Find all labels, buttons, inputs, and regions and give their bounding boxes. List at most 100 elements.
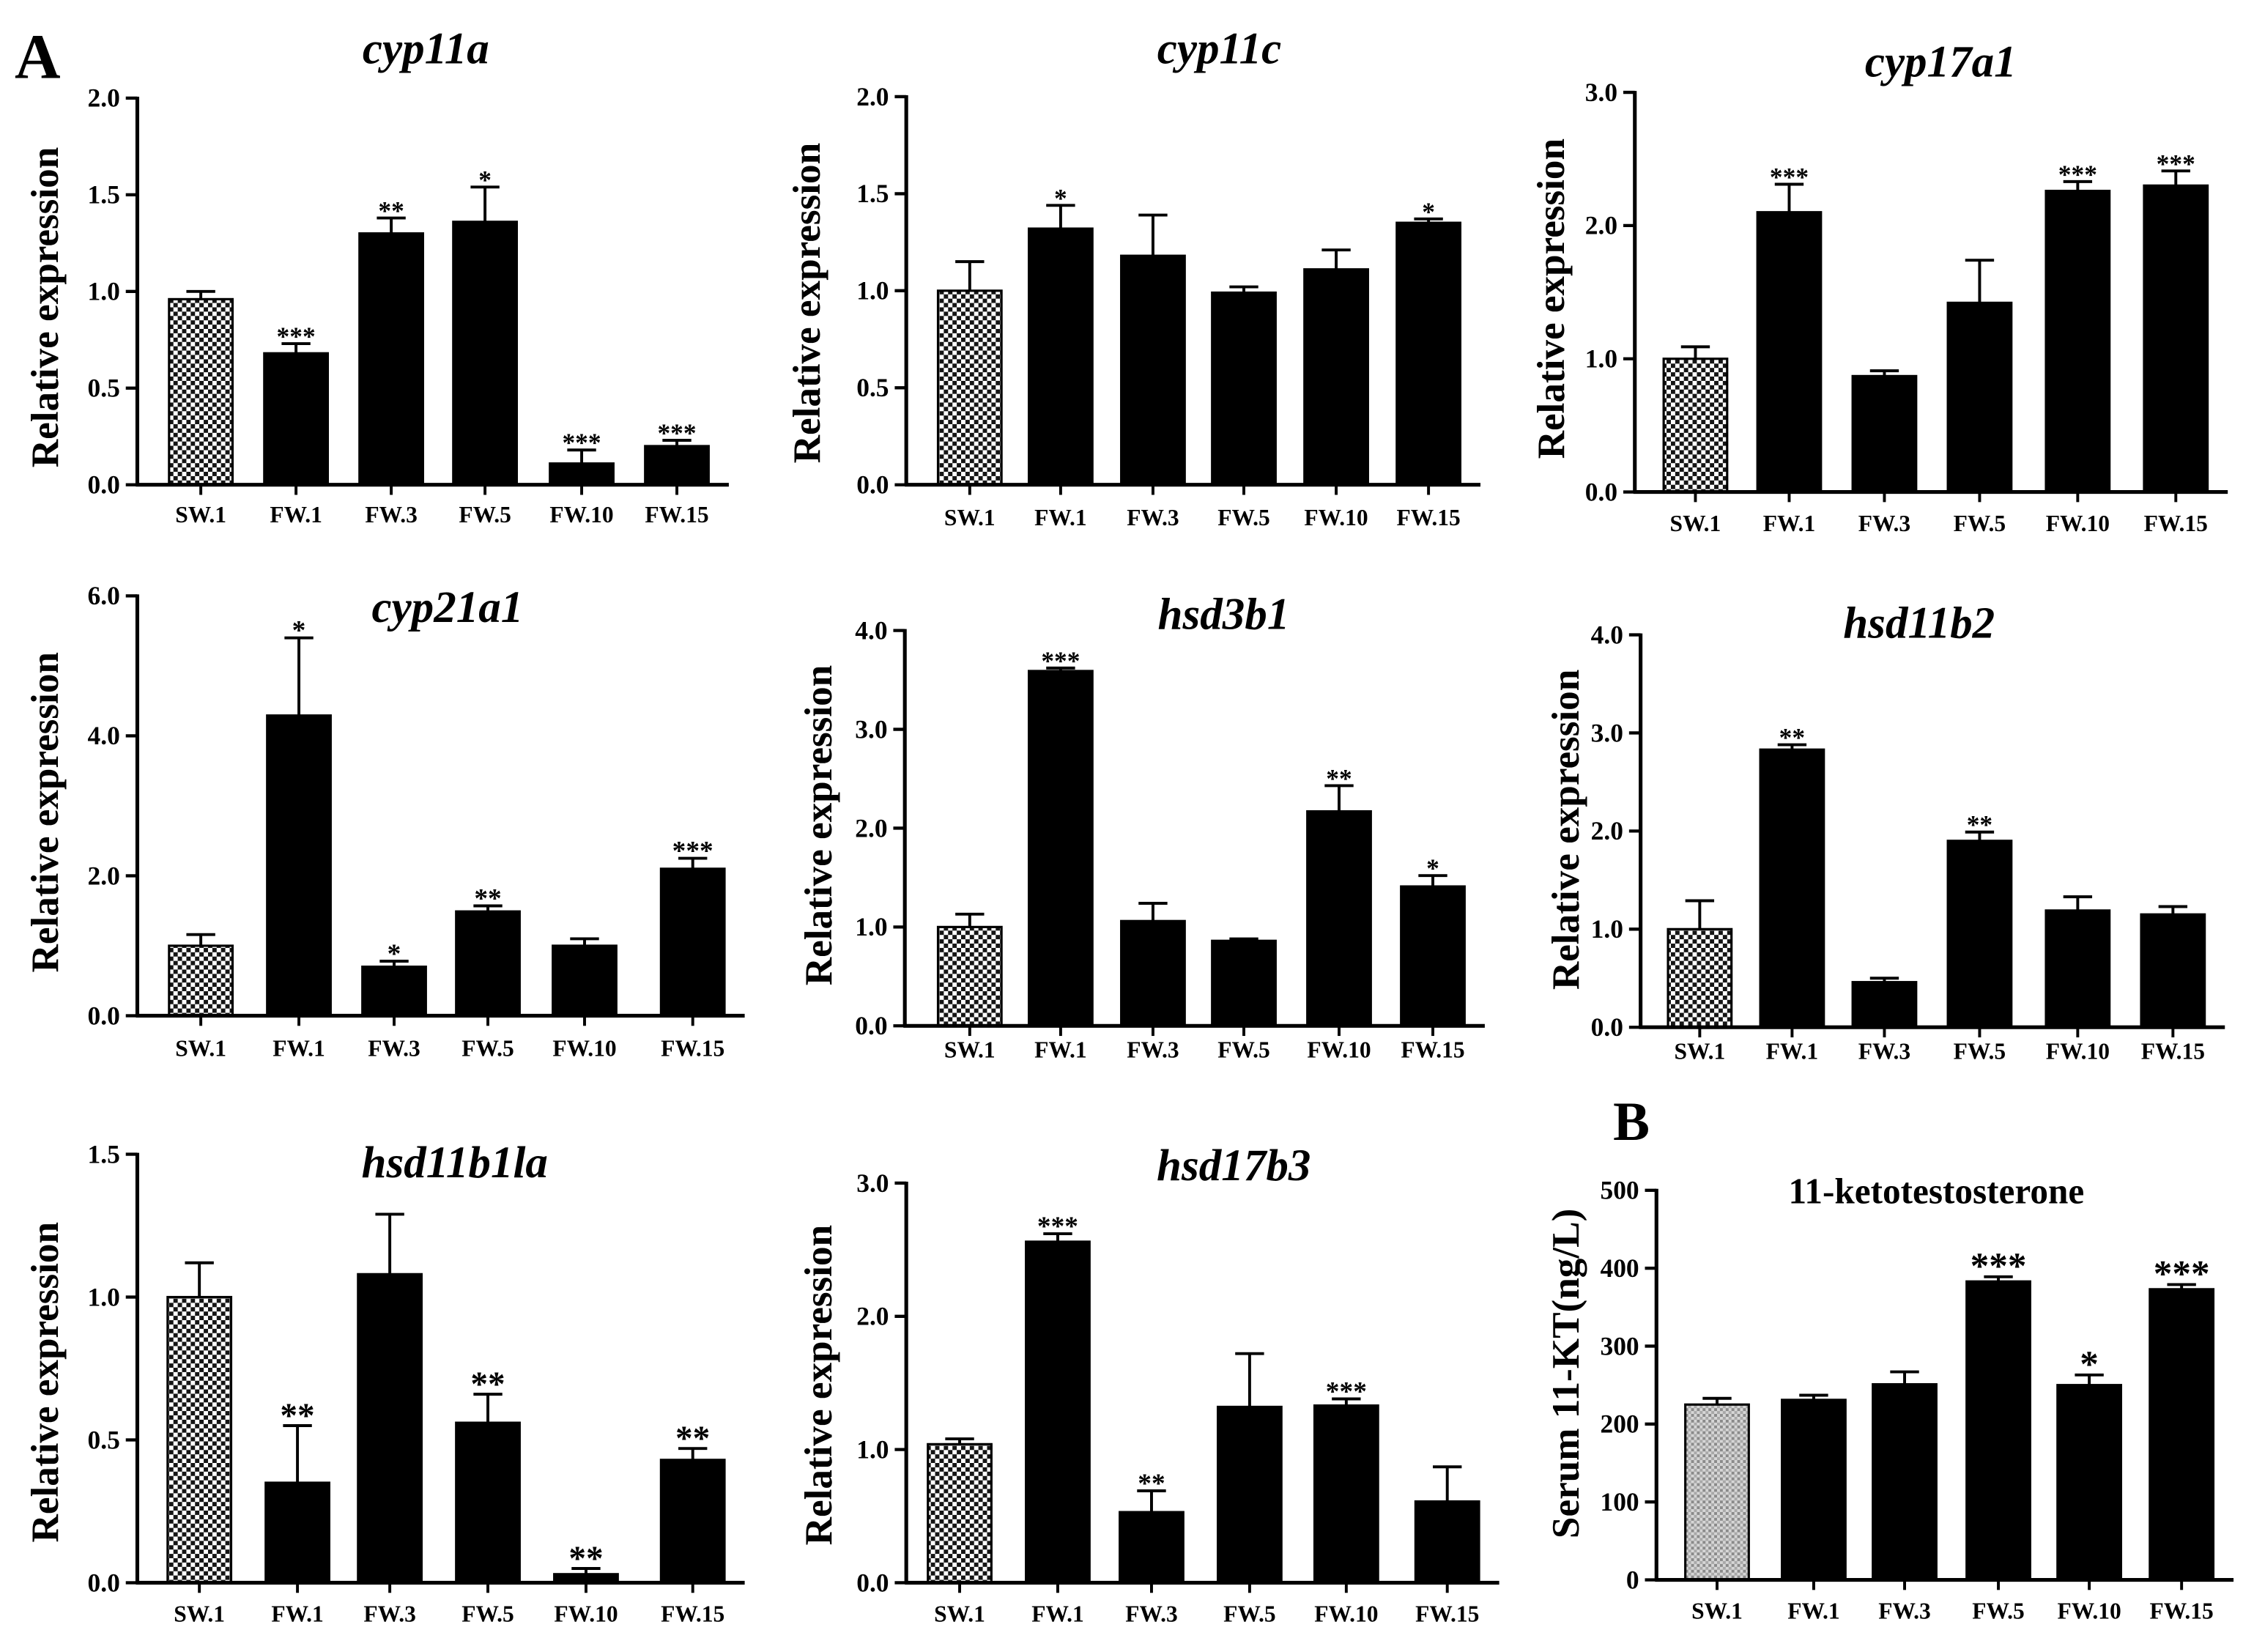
y-tick-label: 4.0 (855, 615, 887, 645)
bar-fw-3 (1851, 374, 1918, 494)
chart-cyp21a1: cyp21a1 Relative expression SW.1 * FW.1 * FW.3… (23, 581, 745, 1062)
chart-cyp11a: cyp11a Relative expression SW.1 *** FW.1 ** FW… (23, 25, 729, 527)
bar-fw-10 (2044, 909, 2111, 1029)
panel-label-a: A (15, 21, 61, 92)
category-label-fw-3: FW.3 (1858, 1039, 1910, 1064)
bar-sw-1 (936, 289, 1003, 486)
bar-sw-1 (168, 297, 234, 486)
chart-title: cyp21a1 (371, 583, 523, 632)
significance-marker-fw-1: ** (1779, 723, 1805, 752)
bar-fw-3 (1851, 981, 1918, 1029)
significance-marker-fw-10: *** (2058, 160, 2097, 189)
category-label-fw-1: FW.1 (1034, 505, 1086, 530)
y-tick-label: 0.5 (88, 1425, 120, 1454)
bar-fw-1 (264, 1481, 330, 1585)
y-tick-label: 1.0 (88, 1282, 120, 1311)
category-label-fw-1: FW.1 (1787, 1599, 1839, 1624)
y-tick-label: 300 (1600, 1331, 1639, 1360)
significance-marker-fw-5: ** (1967, 810, 1992, 840)
y-tick-label: 100 (1600, 1487, 1639, 1516)
bar-fw-5 (1965, 1280, 2031, 1582)
y-tick-label: 3.0 (1591, 718, 1623, 747)
category-label-fw-1: FW.1 (1034, 1037, 1086, 1063)
y-axis-label: Relative expression (23, 147, 67, 468)
category-label-fw-5: FW.5 (1954, 511, 2006, 536)
bar-fw-10 (2056, 1384, 2123, 1582)
y-tick-label: 0 (1626, 1565, 1639, 1594)
y-tick-label: 0.0 (88, 1568, 120, 1597)
category-label-fw-15: FW.15 (2141, 1039, 2205, 1064)
y-tick-label: 1.5 (856, 179, 889, 208)
y-tick-label: 400 (1600, 1253, 1639, 1283)
category-label-fw-10: FW.10 (1307, 1037, 1371, 1063)
category-label-fw-5: FW.5 (461, 1036, 514, 1062)
category-label-fw-1: FW.1 (1031, 1601, 1083, 1627)
significance-marker-fw-3: ** (1138, 1469, 1165, 1499)
chart-11-ketotestosterone: 11-ketotestosterone Serum 11-KT(ng/L) SW.1… (1544, 1171, 2234, 1624)
y-tick-label: 0.0 (88, 1001, 120, 1030)
bar-fw-15 (644, 445, 710, 486)
category-label-fw-15: FW.15 (661, 1601, 724, 1627)
bar-fw-1 (1028, 227, 1094, 486)
y-tick-label: 2.0 (856, 82, 889, 111)
y-tick-label: 4.0 (1591, 620, 1623, 649)
bar-fw-1 (1756, 211, 1823, 494)
category-label-fw-15: FW.15 (661, 1036, 724, 1062)
bar-fw-3 (358, 232, 424, 486)
category-label-fw-15: FW.15 (2144, 511, 2208, 536)
chart-cyp17a1: cyp17a1 Relative expression SW.1 *** FW.1 FW.… (1530, 37, 2228, 536)
category-label-fw-10: FW.10 (2046, 511, 2110, 536)
category-label-fw-1: FW.1 (270, 502, 322, 527)
y-tick-label: 6.0 (88, 581, 120, 610)
category-label-sw-1: SW.1 (1691, 1599, 1743, 1624)
chart-title: hsd11b1la (362, 1138, 548, 1188)
y-tick-label: 1.5 (88, 1139, 120, 1168)
significance-marker-fw-10: ** (1326, 763, 1352, 793)
y-tick-label: 1.5 (88, 180, 120, 210)
y-axis-label: Relative expression (1544, 670, 1587, 990)
bar-fw-5 (1946, 840, 2013, 1029)
y-tick-label: 500 (1600, 1176, 1639, 1205)
y-axis-label: Serum 11-KT(ng/L) (1544, 1209, 1587, 1538)
category-label-fw-3: FW.3 (1127, 505, 1179, 530)
chart-title: cyp11c (1157, 25, 1282, 74)
bar-fw-10 (549, 462, 615, 486)
y-tick-label: 2.0 (88, 84, 120, 113)
category-label-fw-3: FW.3 (1878, 1599, 1930, 1624)
y-tick-label: 4.0 (88, 721, 120, 750)
category-label-fw-3: FW.3 (365, 502, 417, 527)
chart-title: cyp17a1 (1865, 37, 2017, 86)
bar-fw-5 (1946, 301, 2013, 494)
category-label-fw-1: FW.1 (273, 1036, 325, 1062)
significance-marker-fw-10: ** (568, 1540, 603, 1578)
category-label-fw-10: FW.10 (552, 1036, 616, 1062)
y-axis-label: Relative expression (797, 665, 840, 986)
y-tick-label: 2.0 (855, 813, 887, 842)
bar-fw-3 (361, 966, 427, 1018)
bar-fw-3 (1120, 254, 1186, 486)
category-label-sw-1: SW.1 (1670, 511, 1721, 536)
significance-marker-fw-1: * (292, 616, 306, 646)
bar-fw-1 (1781, 1399, 1847, 1582)
significance-marker-fw-5: *** (1971, 1245, 2027, 1287)
bar-fw-10 (1313, 1404, 1379, 1585)
significance-marker-fw-15: * (1422, 197, 1435, 226)
category-label-fw-10: FW.10 (2057, 1599, 2121, 1624)
bar-fw-15 (1414, 1500, 1480, 1585)
bar-fw-5 (455, 1421, 521, 1585)
category-label-fw-1: FW.1 (1763, 511, 1815, 536)
y-tick-label: 0.0 (1591, 1012, 1623, 1042)
category-label-fw-10: FW.10 (2046, 1039, 2110, 1064)
category-label-fw-5: FW.5 (461, 1601, 514, 1627)
bar-sw-1 (168, 944, 234, 1018)
category-label-sw-1: SW.1 (174, 1601, 225, 1627)
y-axis-label: Relative expression (23, 652, 67, 973)
chart-title: hsd11b2 (1843, 599, 1995, 648)
bar-sw-1 (936, 925, 1003, 1027)
category-label-fw-5: FW.5 (1954, 1039, 2006, 1064)
y-axis-label: Relative expression (785, 143, 828, 464)
category-label-fw-3: FW.3 (368, 1036, 420, 1062)
